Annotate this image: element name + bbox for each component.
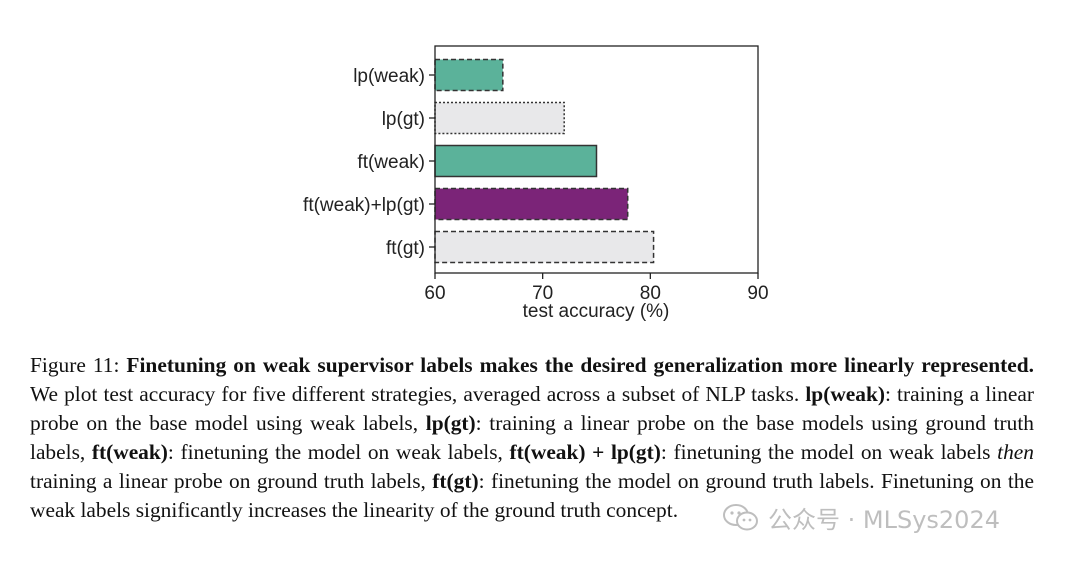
term-ft-weak-lp-gt: ft(weak) + lp(gt) [509, 440, 661, 464]
bar-lp-gt [434, 101, 565, 135]
figure-caption: Figure 11: Finetuning on weak supervisor… [30, 351, 1034, 525]
watermark: 公众号 · MLSys2024 [722, 500, 1000, 535]
category-label-lp-gt: lp(gt) [382, 109, 425, 130]
x-tick-label-90: 90 [747, 283, 768, 304]
bar-lp-weak [434, 58, 504, 92]
term-ft-weak: ft(weak) [91, 440, 168, 464]
category-label-lp-weak: lp(weak) [353, 66, 425, 87]
term-lp-gt: lp(gt) [425, 411, 476, 435]
plot-frame [434, 45, 759, 274]
category-label-ft-weak: ft(weak) [357, 152, 425, 173]
category-label-ft-gt: ft(gt) [386, 238, 425, 259]
desc-ft-gt: : finetuning the model on ground truth l… [30, 469, 1034, 522]
bars-group [434, 58, 655, 264]
bar-ft-weak-lp-gt [434, 187, 629, 221]
x-axis-title: test accuracy (%) [523, 301, 670, 322]
x-tick-label-70: 70 [532, 283, 553, 304]
figure-label: Figure 11: [30, 353, 120, 377]
caption-text-1: We plot test accuracy for five different… [30, 382, 800, 406]
bar-ft-gt [434, 230, 655, 264]
desc-ft-weak-lp-gt-a: : finetuning the model on weak labels [660, 440, 991, 464]
desc-lp-gt: : training a linear probe on the base mo… [30, 411, 1034, 464]
desc-then: then [997, 440, 1034, 464]
desc-ft-weak: : finetuning the model on weak labels, [167, 440, 503, 464]
caption-title: Finetuning on weak supervisor labels mak… [126, 353, 1034, 377]
x-ticks: 60 70 80 90 [424, 273, 769, 304]
desc-lp-weak: : training a linear probe on the base mo… [30, 382, 1034, 435]
desc-ft-weak-lp-gt-b: training a linear probe on ground truth … [30, 469, 426, 493]
x-tick-label-60: 60 [424, 283, 445, 304]
watermark-text: 公众号 · MLSys2024 [768, 506, 1000, 534]
category-labels: lp(weak) lp(gt) ft(weak) ft(weak)+lp(gt) ft(… [303, 66, 435, 259]
term-ft-gt: ft(gt) [432, 469, 479, 493]
category-label-ft-weak-lp-gt: ft(weak)+lp(gt) [303, 195, 425, 216]
wechat-icon [723, 503, 758, 530]
bar-ft-weak [434, 144, 598, 178]
x-tick-label-80: 80 [640, 283, 661, 304]
bar-chart: lp(weak) lp(gt) ft(weak) ft(weak)+lp(gt) ft(… [303, 45, 769, 322]
term-lp-weak: lp(weak) [805, 382, 885, 406]
